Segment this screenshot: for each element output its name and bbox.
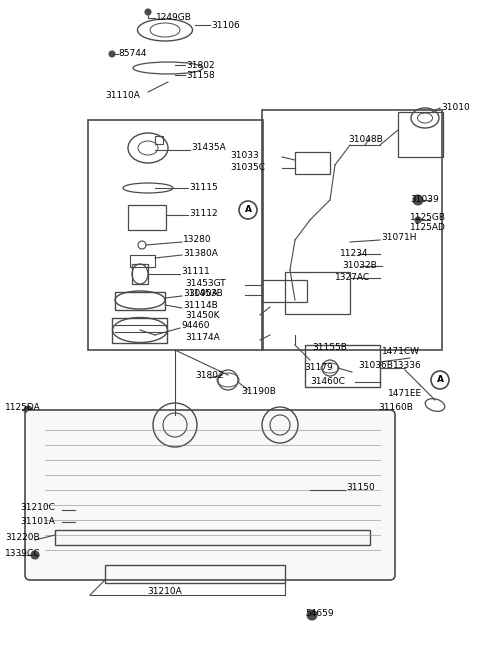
Text: 31435A: 31435A [191, 144, 226, 153]
Circle shape [307, 610, 317, 620]
Text: 1249GB: 1249GB [156, 14, 192, 23]
Circle shape [145, 9, 151, 15]
Text: 31453B: 31453B [188, 289, 223, 298]
Text: 31220B: 31220B [5, 534, 40, 543]
Text: 31106: 31106 [211, 21, 240, 29]
FancyBboxPatch shape [25, 410, 395, 580]
Text: 31190B: 31190B [241, 387, 276, 395]
Text: 1339CC: 1339CC [5, 549, 40, 558]
Bar [115, 292, 165, 310]
Text: 31110A: 31110A [105, 90, 140, 99]
Circle shape [415, 217, 421, 223]
Bar [130, 255, 155, 267]
Bar [398, 112, 443, 157]
Text: 31039: 31039 [410, 196, 439, 205]
Bar [262, 280, 307, 302]
Text: 31380A: 31380A [183, 248, 218, 257]
Text: 31071H: 31071H [381, 233, 417, 242]
Text: 31210C: 31210C [20, 504, 55, 512]
Text: 31453GT: 31453GT [185, 280, 226, 289]
Text: 1471CW: 1471CW [382, 348, 420, 356]
Text: 31460C: 31460C [310, 378, 345, 387]
Text: 31450K: 31450K [185, 311, 219, 320]
Text: 31150: 31150 [346, 484, 375, 493]
Circle shape [24, 406, 32, 414]
Bar [112, 318, 167, 343]
Text: 31090A: 31090A [183, 289, 218, 298]
Text: 31179: 31179 [304, 363, 333, 372]
Text: 31802: 31802 [186, 60, 215, 70]
Text: 31210A: 31210A [148, 588, 182, 597]
Text: 31048B: 31048B [348, 135, 383, 144]
Text: 31112: 31112 [189, 209, 217, 218]
Text: 54659: 54659 [305, 608, 334, 618]
Bar [105, 565, 285, 583]
Bar [155, 136, 163, 144]
Bar [128, 205, 166, 230]
Text: 31036B: 31036B [358, 361, 393, 370]
Text: 31174A: 31174A [185, 333, 220, 343]
Text: A: A [244, 205, 252, 214]
Text: 31111: 31111 [181, 268, 210, 276]
Bar [55, 530, 370, 545]
Text: 31032B: 31032B [342, 261, 377, 270]
Text: 1125DA: 1125DA [5, 404, 41, 413]
Text: 1125AD: 1125AD [410, 224, 446, 233]
Text: 31035C: 31035C [230, 164, 265, 172]
Text: 31114B: 31114B [183, 302, 218, 311]
Text: 85744: 85744 [118, 49, 146, 58]
Text: 31802: 31802 [195, 372, 224, 380]
Text: 1125GB: 1125GB [410, 213, 446, 222]
Text: 31033: 31033 [230, 151, 259, 159]
Text: 13280: 13280 [183, 235, 212, 244]
Text: A: A [436, 376, 444, 385]
Bar [305, 345, 380, 387]
Text: 31101A: 31101A [20, 517, 55, 525]
Circle shape [31, 551, 39, 559]
Bar [262, 110, 442, 350]
Text: 31160B: 31160B [378, 402, 413, 411]
Bar [88, 120, 263, 350]
Text: 1327AC: 1327AC [335, 272, 370, 281]
Bar [295, 152, 330, 174]
Text: 31155B: 31155B [312, 343, 347, 352]
Text: 31010: 31010 [441, 103, 470, 112]
Text: 31115: 31115 [189, 183, 218, 192]
Text: 94460: 94460 [181, 322, 209, 330]
Text: 31158: 31158 [186, 70, 215, 79]
Text: 13336: 13336 [393, 361, 422, 370]
Text: 1471EE: 1471EE [388, 389, 422, 398]
Text: 11234: 11234 [340, 248, 369, 257]
Bar [132, 264, 148, 284]
Circle shape [109, 51, 115, 57]
Circle shape [413, 195, 423, 205]
Bar [285, 272, 350, 314]
